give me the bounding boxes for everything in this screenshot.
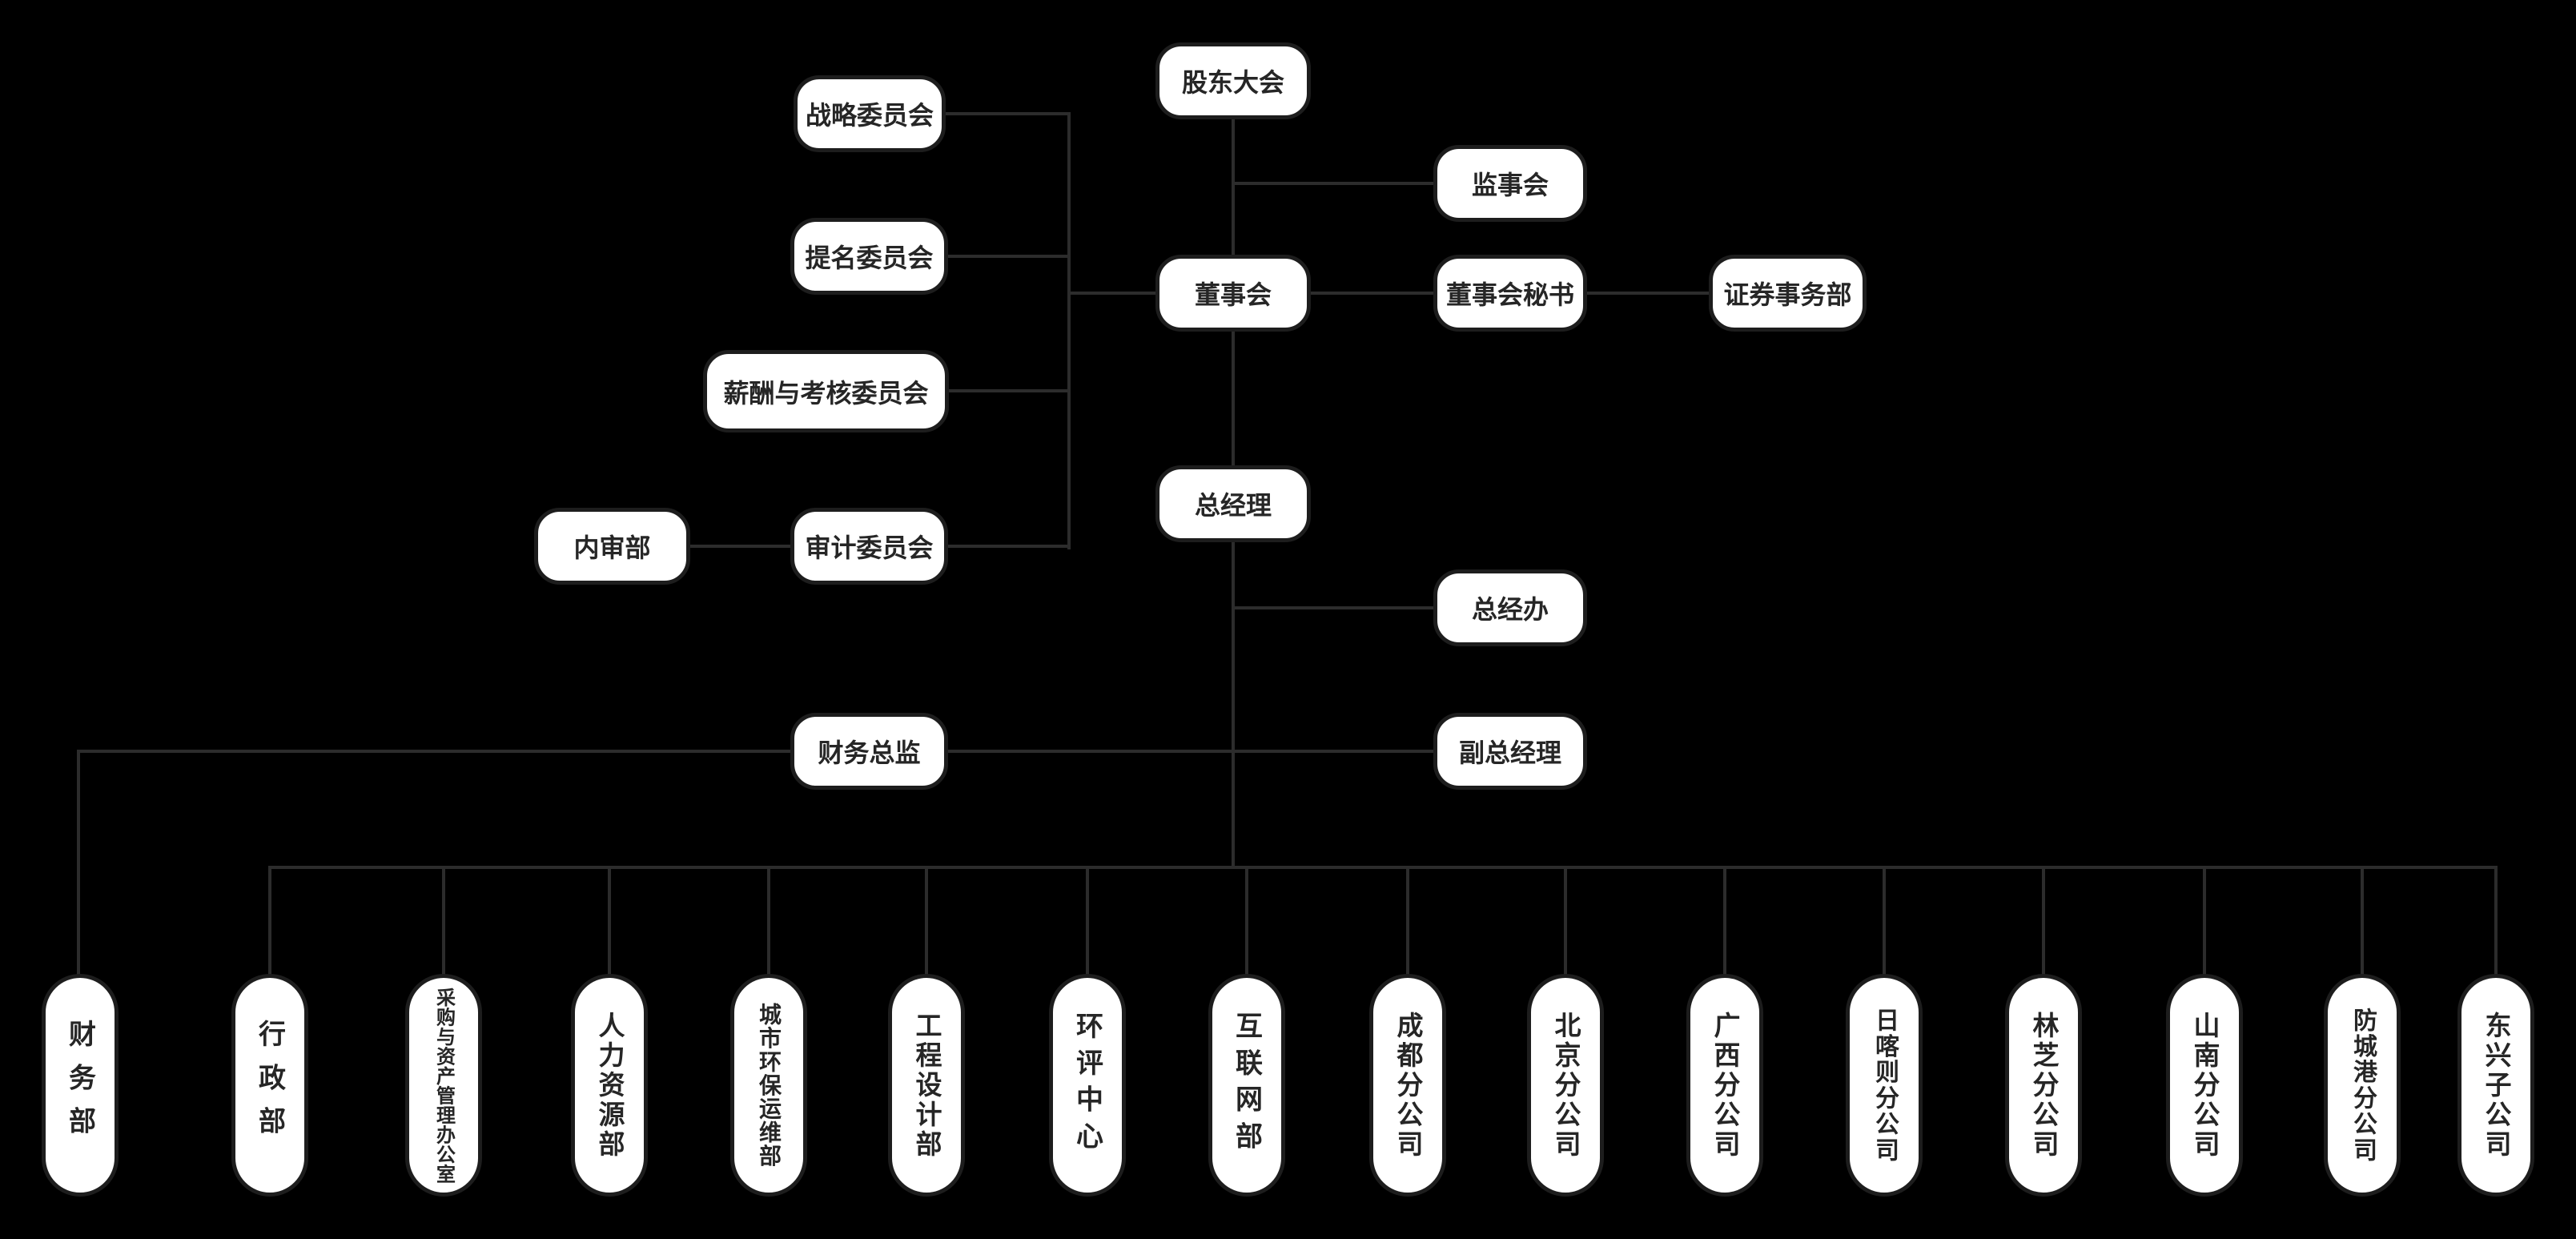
connector-drop bbox=[2203, 866, 2206, 976]
connector-drop bbox=[1086, 866, 1089, 976]
node-securities-affairs-dept: 证券事务部 bbox=[1709, 255, 1867, 332]
node-engineering-design-dept: 工程设计部 bbox=[888, 974, 965, 1197]
node-label: 工程设计部 bbox=[912, 1011, 942, 1160]
node-eia-center: 环评中心 bbox=[1049, 974, 1126, 1197]
node-gm-office: 总经办 bbox=[1433, 569, 1587, 646]
node-label: 财务总监 bbox=[818, 738, 921, 767]
node-finance-dept: 财务部 bbox=[42, 974, 119, 1197]
connector-trunk-shareholders-board bbox=[1232, 119, 1235, 256]
connector-drop bbox=[925, 866, 928, 976]
node-deputy-general-manager: 副总经理 bbox=[1433, 713, 1587, 790]
node-nyingchi-branch: 林芝分公司 bbox=[2005, 974, 2082, 1197]
node-procurement-asset-office: 采购与资产管理办公室 bbox=[405, 974, 482, 1197]
connector-nomination bbox=[946, 255, 1069, 258]
connector-cfo-deputy bbox=[946, 750, 1435, 753]
node-label: 战略委员会 bbox=[805, 101, 934, 130]
node-board-secretary: 董事会秘书 bbox=[1433, 255, 1587, 332]
node-label: 东兴子公司 bbox=[2482, 1011, 2511, 1160]
connector-supervisory bbox=[1233, 182, 1435, 185]
node-label: 证券事务部 bbox=[1723, 280, 1852, 309]
node-label: 人力资源部 bbox=[595, 1011, 625, 1160]
node-shareholders-meeting: 股东大会 bbox=[1155, 42, 1311, 119]
connector-finance-dept-drop bbox=[77, 750, 80, 976]
connector-trunk-gm-distributor bbox=[1232, 541, 1235, 869]
connector-drop bbox=[442, 866, 445, 976]
node-label: 薪酬与考核委员会 bbox=[723, 378, 929, 408]
connector-drop bbox=[1564, 866, 1567, 976]
node-label: 防城港分公司 bbox=[2349, 1007, 2376, 1164]
node-label: 董事会 bbox=[1194, 280, 1272, 309]
node-label: 股东大会 bbox=[1181, 68, 1284, 97]
node-label: 提名委员会 bbox=[805, 243, 934, 272]
node-admin-dept: 行政部 bbox=[231, 974, 308, 1197]
node-finance-director: 财务总监 bbox=[790, 713, 948, 790]
node-label: 财务部 bbox=[64, 1020, 95, 1151]
connector-drop bbox=[2494, 866, 2498, 976]
node-board-of-directors: 董事会 bbox=[1155, 255, 1311, 332]
connector-board-secretary bbox=[1309, 292, 1435, 295]
connector-drop bbox=[268, 866, 271, 976]
node-label: 成都分公司 bbox=[1393, 1011, 1423, 1160]
node-label: 监事会 bbox=[1471, 171, 1549, 199]
connector-drop bbox=[1406, 866, 1409, 976]
node-label: 采购与资产管理办公室 bbox=[432, 987, 455, 1184]
connector-spine-board bbox=[1067, 292, 1157, 295]
connector-internal-audit bbox=[688, 545, 792, 548]
node-label: 总经办 bbox=[1471, 595, 1549, 624]
connector-compensation bbox=[946, 389, 1069, 392]
node-internet-dept: 互联网部 bbox=[1208, 974, 1285, 1197]
connector-drop bbox=[1723, 866, 1726, 976]
node-label: 互联网部 bbox=[1231, 1012, 1262, 1159]
node-shigatse-branch: 日喀则分公司 bbox=[1846, 974, 1923, 1197]
node-general-manager: 总经理 bbox=[1155, 465, 1311, 542]
node-hr-dept: 人力资源部 bbox=[571, 974, 648, 1197]
node-compensation-appraisal-committee: 薪酬与考核委员会 bbox=[703, 350, 949, 432]
node-label: 山南分公司 bbox=[2190, 1011, 2220, 1160]
node-label: 城市环保运维部 bbox=[757, 1003, 782, 1168]
connector-cfo-left bbox=[77, 750, 792, 753]
connector-audit bbox=[946, 545, 1069, 548]
connector-drop bbox=[2361, 866, 2364, 976]
node-audit-committee: 审计委员会 bbox=[790, 508, 948, 585]
node-internal-audit-dept: 内审部 bbox=[534, 508, 690, 585]
node-dongxing-subsidiary: 东兴子公司 bbox=[2457, 974, 2534, 1197]
connector-distributor bbox=[268, 866, 2498, 869]
node-label: 北京分公司 bbox=[1551, 1011, 1581, 1160]
node-label: 副总经理 bbox=[1458, 738, 1561, 767]
connector-drop bbox=[1883, 866, 1886, 976]
node-nomination-committee: 提名委员会 bbox=[790, 218, 948, 295]
connector-drop bbox=[2042, 866, 2045, 976]
connector-gm-office bbox=[1233, 606, 1435, 609]
node-supervisory-board: 监事会 bbox=[1433, 145, 1587, 222]
connector-secretary-securities bbox=[1585, 292, 1710, 295]
connector-strategy bbox=[943, 112, 1069, 115]
node-label: 林芝分公司 bbox=[2029, 1011, 2059, 1160]
connector-drop bbox=[767, 866, 770, 976]
node-label: 广西分公司 bbox=[1710, 1011, 1740, 1160]
connector-drop bbox=[1245, 866, 1248, 976]
connector-committee-spine bbox=[1067, 112, 1071, 549]
node-label: 行政部 bbox=[254, 1020, 285, 1151]
node-label: 审计委员会 bbox=[805, 533, 934, 562]
node-label: 环评中心 bbox=[1071, 1012, 1103, 1159]
node-label: 董事会秘书 bbox=[1445, 280, 1574, 309]
node-urban-env-ops-dept: 城市环保运维部 bbox=[730, 974, 807, 1197]
connector-drop bbox=[608, 866, 611, 976]
node-label: 总经理 bbox=[1194, 491, 1272, 520]
node-label: 日喀则分公司 bbox=[1871, 1007, 1898, 1164]
node-guangxi-branch: 广西分公司 bbox=[1686, 974, 1763, 1197]
node-fangchenggang-branch: 防城港分公司 bbox=[2324, 974, 2401, 1197]
connector-trunk-board-gm bbox=[1232, 331, 1235, 467]
node-chengdu-branch: 成都分公司 bbox=[1369, 974, 1446, 1197]
node-beijing-branch: 北京分公司 bbox=[1527, 974, 1604, 1197]
node-shannan-branch: 山南分公司 bbox=[2166, 974, 2243, 1197]
node-strategy-committee: 战略委员会 bbox=[794, 75, 946, 152]
node-label: 内审部 bbox=[573, 533, 651, 562]
